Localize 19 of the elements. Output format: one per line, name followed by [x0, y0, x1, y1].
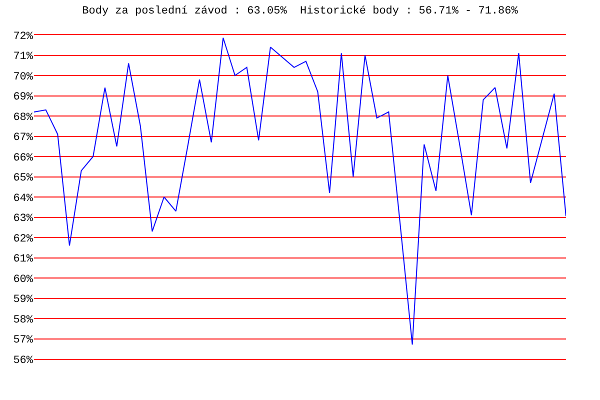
- y-tick-label: 69%: [13, 92, 34, 104]
- y-tick-label: 68%: [13, 112, 34, 124]
- y-tick-label: 57%: [13, 334, 34, 347]
- y-tick-label: 64%: [13, 192, 34, 205]
- y-tick-label: 72%: [13, 30, 34, 43]
- y-tick-label: 56%: [13, 354, 34, 367]
- y-tick-label: 66%: [13, 152, 34, 164]
- chart-title: Body za poslední závod : 63.05% Historické body : 56.71% - 71.86%: [82, 6, 518, 18]
- y-tick-label: 59%: [13, 294, 34, 306]
- line-series: [34, 37, 566, 346]
- y-tick-label: 70%: [13, 71, 34, 84]
- y-tick-label: 67%: [13, 132, 34, 144]
- y-tick-label: 63%: [13, 213, 34, 226]
- y-tick-label: 65%: [13, 172, 34, 185]
- y-tick-label: 61%: [13, 254, 34, 266]
- y-tick-label: 71%: [13, 51, 34, 64]
- y-tick-label: 58%: [13, 314, 34, 326]
- y-tick-label: 62%: [13, 233, 34, 246]
- y-tick-label: 60%: [13, 274, 34, 286]
